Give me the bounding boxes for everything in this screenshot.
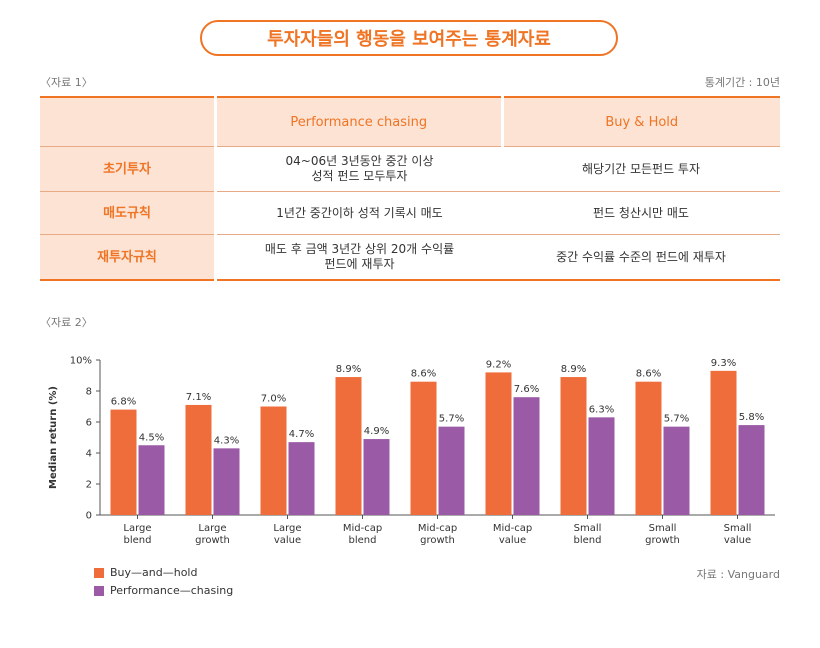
x-tick-label: value <box>499 535 526 546</box>
legend-performance-chasing: Performance—chasing <box>94 584 233 597</box>
x-tick-label: growth <box>195 535 230 546</box>
cell-buyhold: 펀드 청산시만 매도 <box>502 191 780 235</box>
legend-swatch-performance-chasing <box>94 585 104 596</box>
x-tick-label: Mid-cap <box>493 523 532 534</box>
table-row: 초기투자 04~06년 3년동안 중간 이상 성적 펀드 모두투자 해당기간 모… <box>40 146 780 192</box>
x-tick-label: Small <box>724 523 752 534</box>
y-axis-title: Median return (%) <box>48 386 59 489</box>
x-tick-label: growth <box>645 535 680 546</box>
cell-performance: 1년간 중간이하 성적 기록시 매도 <box>215 191 502 235</box>
bar-buy-and-hold <box>710 370 737 515</box>
bar-buy-and-hold <box>485 372 512 515</box>
bar-buy-and-hold <box>560 377 587 515</box>
bar-performance-chasing <box>138 445 165 515</box>
data-label-buy-and-hold: 9.2% <box>486 359 511 370</box>
bar-performance-chasing <box>738 425 765 515</box>
data-label-buy-and-hold: 9.3% <box>711 358 736 369</box>
data-label-performance-chasing: 7.6% <box>514 384 539 395</box>
x-tick-label: blend <box>124 535 152 546</box>
bar-buy-and-hold <box>260 406 287 515</box>
table-header-row: Performance chasing Buy & Hold <box>40 97 780 147</box>
legend-buy-and-hold: Buy—and—hold <box>94 566 197 579</box>
statistics-period: 통계기간 : 10년 <box>704 76 780 89</box>
x-tick-label: Mid-cap <box>343 523 382 534</box>
data-source: 자료 : Vanguard <box>696 568 780 581</box>
bar-performance-chasing <box>663 426 690 515</box>
y-tick-label: 2 <box>86 480 92 491</box>
bar-performance-chasing <box>588 417 615 515</box>
data-label-performance-chasing: 4.9% <box>364 426 389 437</box>
comparison-table: Performance chasing Buy & Hold 초기투자 04~0… <box>40 96 780 281</box>
bar-performance-chasing <box>438 426 465 515</box>
x-tick-label: value <box>274 535 301 546</box>
data-label-buy-and-hold: 7.1% <box>186 392 211 403</box>
bar-performance-chasing <box>363 439 390 515</box>
legend-swatch-buy-and-hold <box>94 567 104 578</box>
y-tick-label: 0 <box>86 511 92 522</box>
table-row: 매도규칙 1년간 중간이하 성적 기록시 매도 펀드 청산시만 매도 <box>40 191 780 235</box>
header-empty-cell <box>40 97 216 147</box>
x-tick-label: Mid-cap <box>418 523 457 534</box>
bar-buy-and-hold <box>635 381 662 515</box>
legend-label-performance-chasing: Performance—chasing <box>110 584 234 597</box>
x-tick-label: growth <box>420 535 455 546</box>
bar-performance-chasing <box>288 442 315 515</box>
data-label-buy-and-hold: 8.9% <box>336 364 361 375</box>
header-performance-chasing: Performance chasing <box>214 97 504 147</box>
bar-buy-and-hold <box>410 381 437 515</box>
table-caption: 〈자료 1〉 <box>40 76 93 89</box>
y-tick-label: 10% <box>70 356 92 367</box>
chart-caption: 〈자료 2〉 <box>40 316 93 329</box>
x-tick-label: Small <box>649 523 677 534</box>
x-tick-label: value <box>724 535 751 546</box>
data-label-performance-chasing: 6.3% <box>589 404 614 415</box>
row-label-initial-investment: 초기투자 <box>40 146 217 192</box>
data-label-performance-chasing: 4.5% <box>139 432 164 443</box>
row-label-sell-rule: 매도규칙 <box>40 191 217 235</box>
y-tick-label: 8 <box>86 387 92 398</box>
x-tick-label: Small <box>574 523 602 534</box>
data-label-buy-and-hold: 7.0% <box>261 394 286 405</box>
data-label-performance-chasing: 5.7% <box>664 414 689 425</box>
y-tick-label: 4 <box>86 449 92 460</box>
bar-performance-chasing <box>513 397 540 515</box>
data-label-buy-and-hold: 8.6% <box>411 369 436 380</box>
cell-buyhold: 중간 수익률 수준의 펀드에 재투자 <box>502 234 780 280</box>
bar-buy-and-hold <box>335 377 362 515</box>
data-label-performance-chasing: 4.3% <box>214 435 239 446</box>
data-label-buy-and-hold: 8.6% <box>636 369 661 380</box>
bar-performance-chasing <box>213 448 240 515</box>
x-tick-label: Large <box>123 523 151 534</box>
table-row: 재투자규칙 매도 후 금액 3년간 상위 20개 수익률 펀드에 재투자 중간 … <box>40 234 780 280</box>
x-tick-label: blend <box>349 535 377 546</box>
x-tick-label: Large <box>198 523 226 534</box>
x-tick-label: blend <box>574 535 602 546</box>
page-title: 투자자들의 행동을 보여주는 통계자료 <box>200 20 618 56</box>
header-buy-hold: Buy & Hold <box>502 97 780 147</box>
cell-buyhold: 해당기간 모든펀드 투자 <box>502 146 780 192</box>
bar-buy-and-hold <box>110 409 137 515</box>
x-tick-label: Large <box>273 523 301 534</box>
data-label-buy-and-hold: 8.9% <box>561 364 586 375</box>
row-label-reinvest-rule: 재투자규칙 <box>40 234 217 280</box>
data-label-performance-chasing: 5.8% <box>739 412 764 423</box>
cell-performance: 04~06년 3년동안 중간 이상 성적 펀드 모두투자 <box>215 146 502 192</box>
data-label-buy-and-hold: 6.8% <box>111 397 136 408</box>
y-tick-label: 6 <box>86 418 92 429</box>
bar-buy-and-hold <box>185 404 212 515</box>
legend-label-buy-and-hold: Buy—and—hold <box>110 566 198 579</box>
data-label-performance-chasing: 5.7% <box>439 414 464 425</box>
cell-performance: 매도 후 금액 3년간 상위 20개 수익률 펀드에 재투자 <box>215 234 502 280</box>
data-label-performance-chasing: 4.7% <box>289 429 314 440</box>
